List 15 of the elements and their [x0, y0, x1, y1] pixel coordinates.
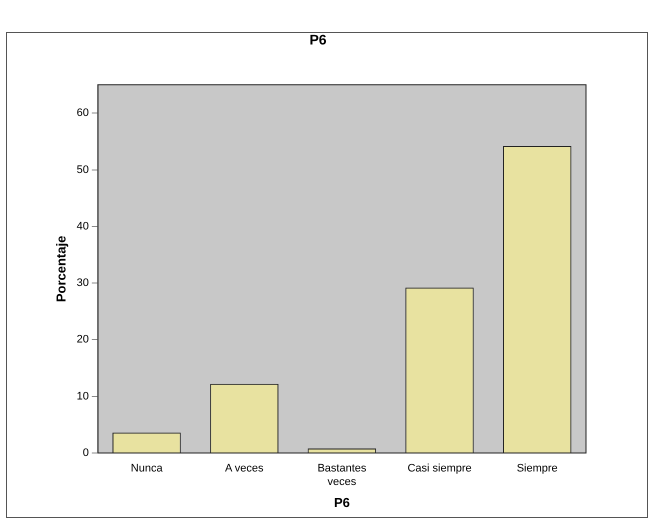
y-tick-label: 0	[82, 447, 89, 460]
x-tick-label: Nunca	[130, 462, 164, 475]
chart-title: P6	[309, 31, 327, 48]
y-tick-label: 20	[76, 334, 89, 346]
y-tick-label: 40	[76, 220, 89, 232]
y-tick-label: 50	[76, 164, 89, 176]
y-tick-label: 60	[76, 107, 89, 120]
y-tick-label: 30	[76, 277, 89, 290]
x-tick-label: Casi siempre	[407, 462, 472, 475]
x-axis-title: P6	[334, 494, 350, 510]
x-tick-label: Bastantes veces	[317, 462, 367, 488]
y-axis-title: Porcentaje	[53, 236, 68, 302]
y-tick-label: 10	[76, 390, 89, 402]
x-tick-label: A veces	[225, 462, 264, 475]
x-tick-label: Siempre	[516, 462, 558, 475]
